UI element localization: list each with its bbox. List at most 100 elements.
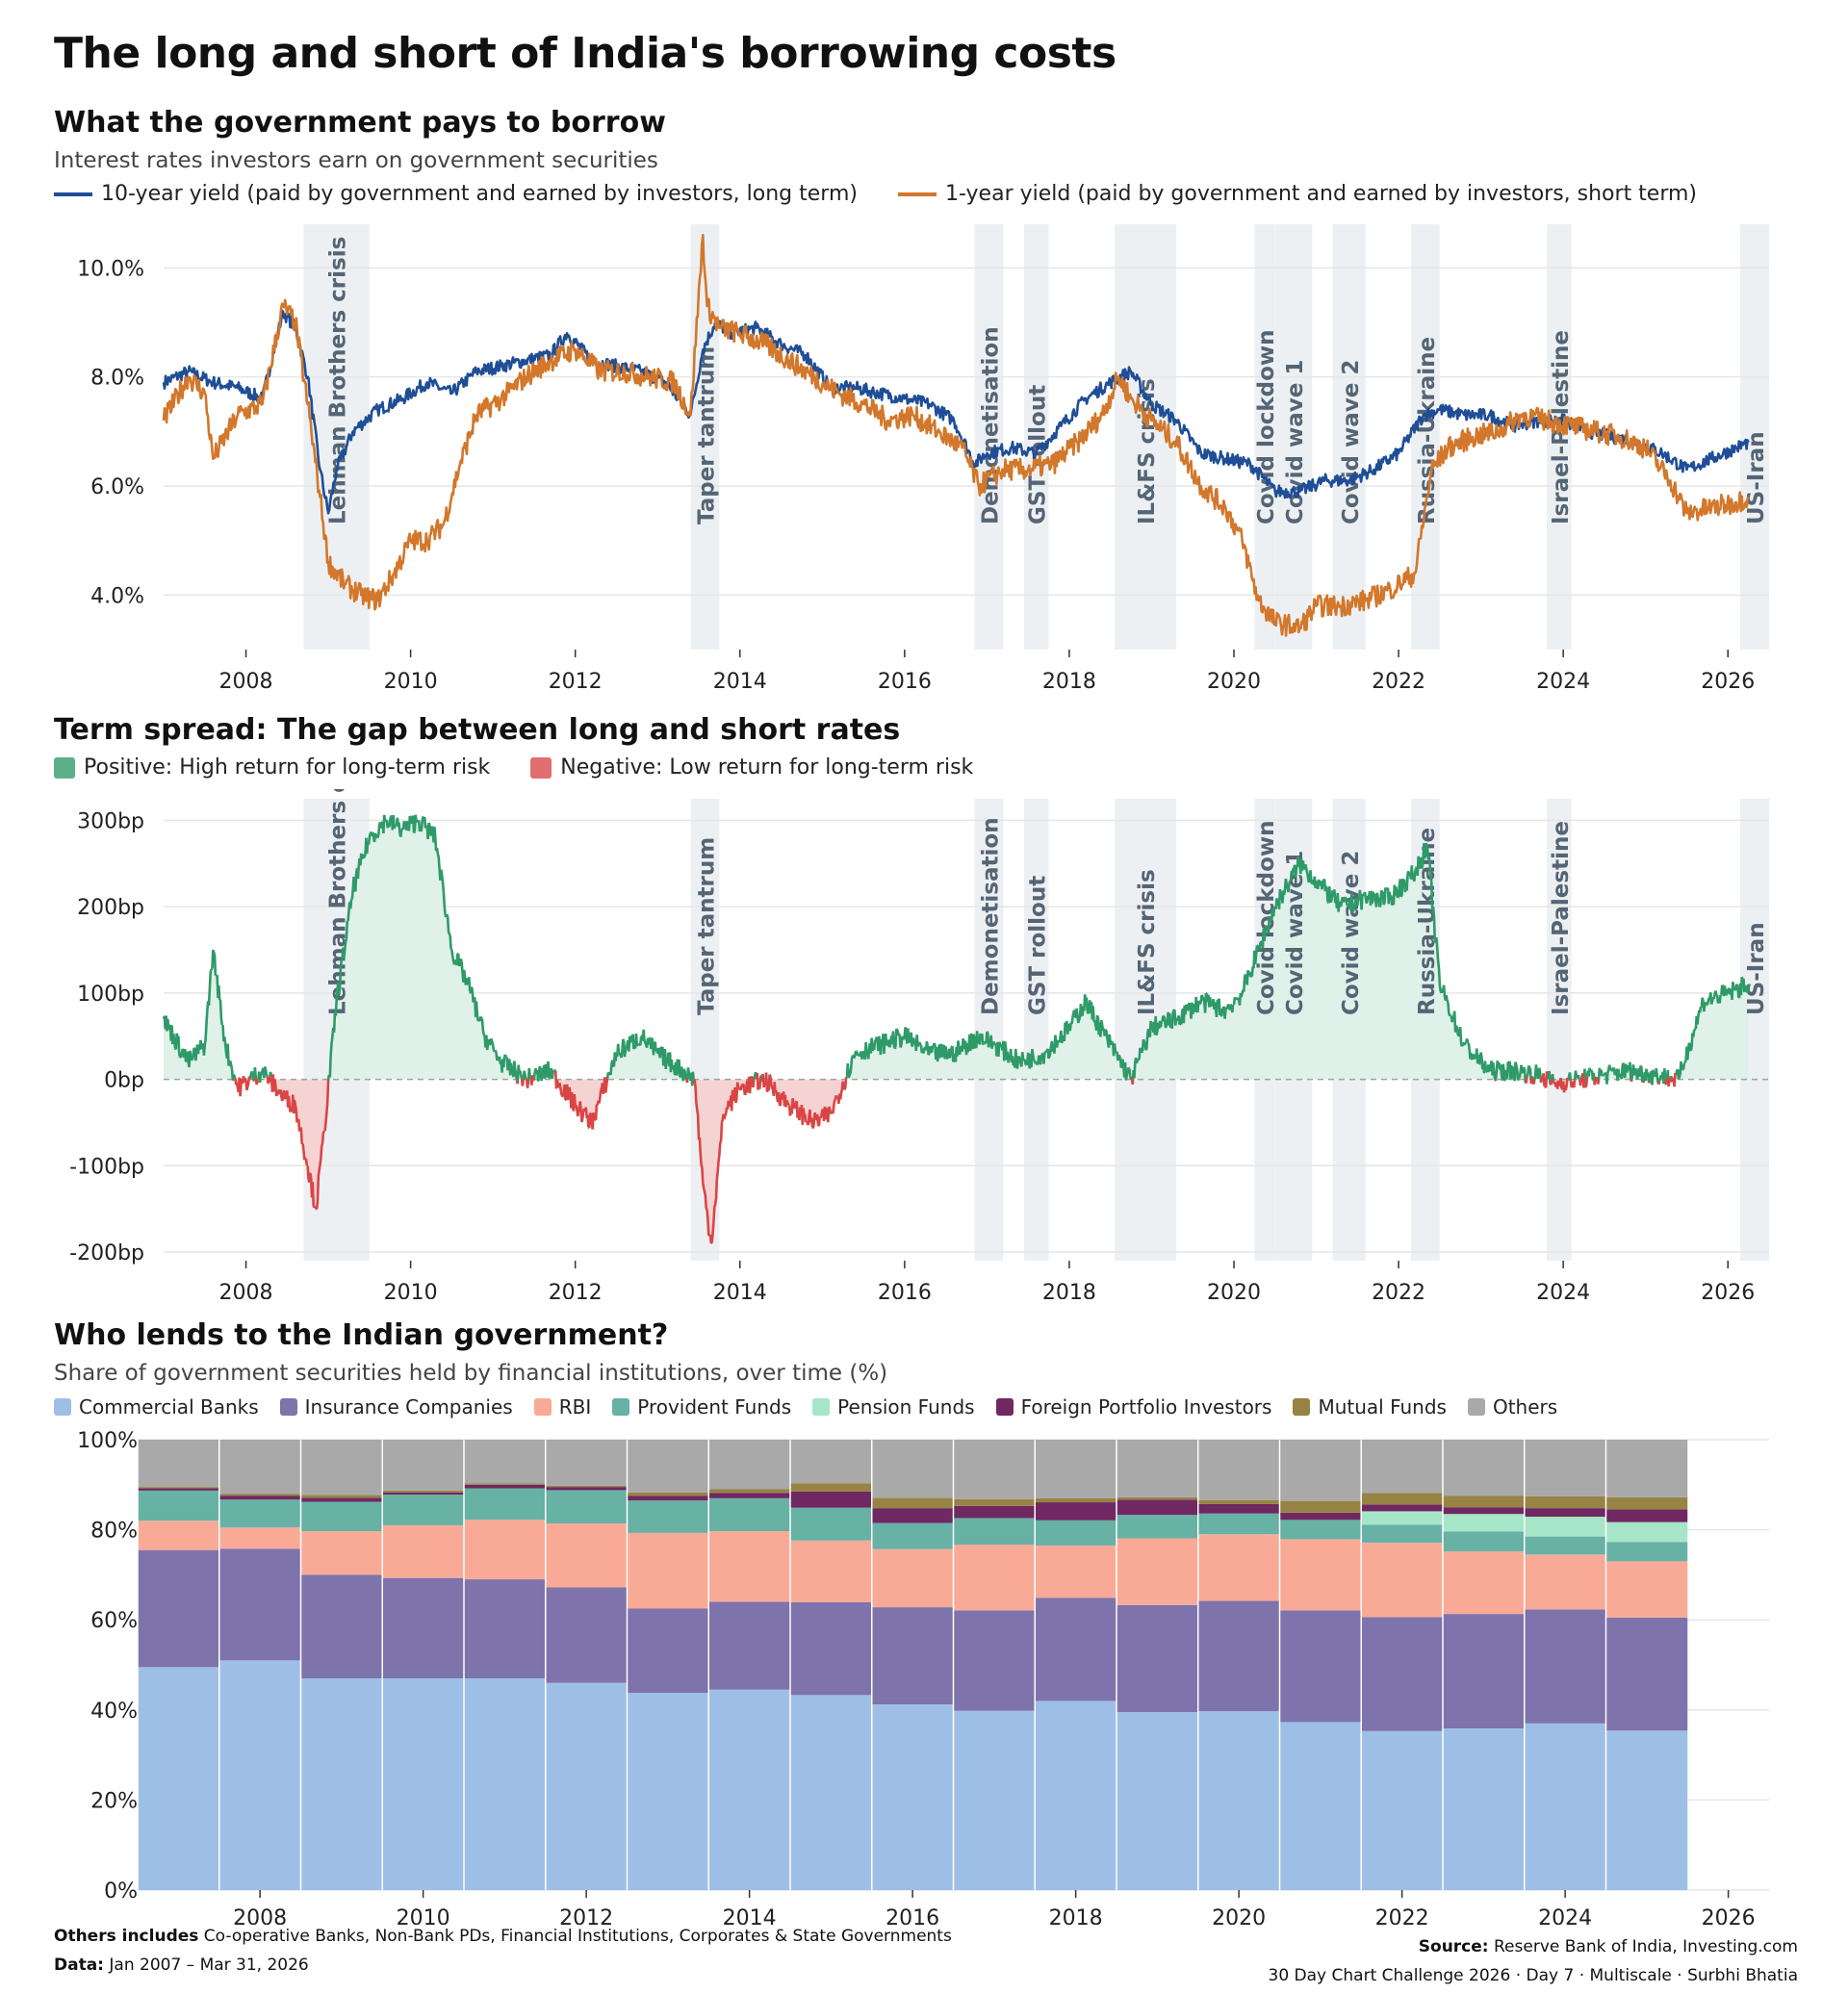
- bar-segment-rbi: [382, 1524, 464, 1578]
- bar-segment-foreign-portfolio-investors: [1116, 1499, 1198, 1516]
- legend-label-others: Others: [1492, 1395, 1558, 1419]
- bar-segment-rbi: [1279, 1539, 1362, 1611]
- event-label-covid-wave-1: Covid wave 1: [1283, 851, 1308, 1015]
- bar-segment-insurance-companies: [382, 1577, 464, 1679]
- event-label-il-fs-crisis: IL&FS crisis: [1135, 869, 1160, 1015]
- bar-segment-foreign-portfolio-investors: [1361, 1504, 1443, 1512]
- event-band-israel-palestine: [1547, 224, 1572, 650]
- bar-segment-foreign-portfolio-investors: [138, 1488, 219, 1491]
- x-tick-label: 2016: [886, 1906, 939, 1925]
- y-tick-label: 100bp: [77, 983, 144, 1007]
- x-tick-label: 2012: [559, 1906, 613, 1925]
- legend-label-mutual-funds: Mutual Funds: [1318, 1395, 1447, 1419]
- bar-segment-others: [382, 1440, 464, 1491]
- panel3-heading: Who lends to the Indian government?: [54, 1318, 669, 1352]
- legend-label-rbi: RBI: [558, 1395, 592, 1419]
- bar-segment-insurance-companies: [627, 1608, 709, 1694]
- panel1-subtitle: Interest rates investors earn on governm…: [54, 148, 658, 173]
- bar-segment-provident-funds: [953, 1518, 1036, 1546]
- bar-segment-provident-funds: [1443, 1531, 1525, 1552]
- event-band-covid-wave-1: [1274, 224, 1313, 650]
- credit-note: 30 Day Chart Challenge 2026 · Day 7 · Mu…: [1268, 1966, 1798, 1985]
- bar-segment-insurance-companies: [464, 1579, 546, 1679]
- bar-segment-insurance-companies: [138, 1549, 219, 1668]
- bar-segment-mutual-funds: [953, 1498, 1036, 1506]
- bar-segment-rbi: [218, 1527, 301, 1549]
- x-tick-label: 2018: [1042, 670, 1096, 694]
- event-band-covid-lockdown: [1254, 224, 1275, 650]
- event-label-lehman-brothers-crisis: Lehman Brothers crisis: [326, 237, 351, 524]
- source-text: Reserve Bank of India, Investing.com: [1494, 1937, 1798, 1956]
- legend-label-insurance-companies: Insurance Companies: [304, 1395, 513, 1419]
- y-tick-label: 0%: [104, 1879, 138, 1904]
- legend-box-negative-icon: [530, 756, 552, 779]
- y-tick-label: 20%: [90, 1789, 138, 1813]
- bar-segment-foreign-portfolio-investors: [627, 1496, 709, 1501]
- bar-segment-pension-funds: [1605, 1521, 1688, 1543]
- x-tick-label: 2014: [713, 670, 767, 694]
- legend-line-10y-icon: [54, 192, 92, 196]
- event-band-gst-rollout: [1023, 224, 1049, 650]
- bar-segment-others: [790, 1440, 872, 1484]
- bar-segment-commercial-banks: [218, 1660, 301, 1890]
- bar-segment-provident-funds: [545, 1490, 628, 1524]
- event-label-covid-wave-2: Covid wave 2: [1339, 851, 1364, 1015]
- x-tick-label: 2008: [233, 1906, 287, 1925]
- x-tick-label: 2008: [219, 1281, 273, 1299]
- bar-segment-rbi: [790, 1540, 872, 1602]
- bar-segment-others: [138, 1440, 219, 1488]
- bar-segment-rbi: [1035, 1545, 1116, 1598]
- bar-segment-rbi: [138, 1521, 219, 1550]
- bar-segment-mutual-funds: [1605, 1496, 1688, 1510]
- bar-segment-commercial-banks: [708, 1689, 790, 1890]
- bar-segment-rbi: [1443, 1551, 1525, 1615]
- holdings-chart: 0% 20% 40% 60% 80% 100% 2008 2010 2012 2014 2016 20…: [77, 1429, 1769, 1925]
- event-band-russia-ukraine: [1410, 224, 1440, 650]
- bar-segment-others: [1605, 1440, 1688, 1497]
- y-tick-label: 0bp: [104, 1069, 144, 1093]
- legend-line-1y-icon: [897, 192, 937, 196]
- bar-segment-others: [218, 1440, 301, 1495]
- x-tick-label: 2026: [1701, 1281, 1755, 1299]
- legend-item-rbi: RBI: [533, 1395, 592, 1419]
- bar-segment-rbi: [300, 1531, 383, 1575]
- x-tick-label: 2026: [1702, 1906, 1756, 1925]
- legend-swatch-foreign-portfolio-investors-icon: [995, 1398, 1014, 1416]
- bar-segment-rbi: [545, 1523, 628, 1588]
- event-label-us-iran: US-Iran: [1744, 431, 1769, 524]
- series-line-10y: [162, 309, 1750, 515]
- event-band-israel-palestine: [1547, 799, 1572, 1261]
- legend-item-10y: 10-year yield (paid by government and ea…: [54, 182, 858, 206]
- legend-item-foreign-portfolio-investors: Foreign Portfolio Investors: [995, 1395, 1271, 1419]
- bar-segment-mutual-funds: [1035, 1497, 1116, 1503]
- bar-segment-commercial-banks: [1443, 1727, 1525, 1890]
- bar-segment-commercial-banks: [1116, 1712, 1198, 1890]
- x-tick-label: 2024: [1538, 1906, 1592, 1925]
- event-band-taper-tantrum: [690, 224, 720, 650]
- bar-segment-others: [1116, 1440, 1198, 1497]
- bar-segment-rbi: [627, 1532, 709, 1609]
- bar-segment-insurance-companies: [708, 1601, 790, 1690]
- bar-segment-mutual-funds: [790, 1483, 872, 1492]
- bar-segment-others: [1443, 1440, 1525, 1496]
- bar-segment-mutual-funds: [1524, 1496, 1606, 1509]
- panel3-subtitle: Share of government securities held by f…: [54, 1361, 888, 1386]
- event-label-us-iran: US-Iran: [1744, 922, 1769, 1015]
- bar-segment-provident-funds: [708, 1497, 790, 1532]
- bar-segment-mutual-funds: [708, 1489, 790, 1494]
- y-tick-label: 4.0%: [90, 584, 144, 608]
- bar-segment-provident-funds: [1116, 1515, 1198, 1539]
- spread-line-negative: [234, 1070, 1677, 1244]
- bar-segment-insurance-companies: [1116, 1604, 1198, 1713]
- y-tick-label: 200bp: [77, 896, 144, 920]
- x-tick-label: 2016: [878, 670, 932, 694]
- data-range-bold: Data:: [54, 1956, 104, 1975]
- x-tick-label: 2018: [1042, 1281, 1096, 1299]
- bar-segment-others: [708, 1440, 790, 1490]
- x-tick-label: 2008: [219, 670, 273, 694]
- bar-segment-rbi: [871, 1548, 954, 1608]
- legend-label-positive: Positive: High return for long-term risk: [84, 755, 491, 780]
- legend-swatch-insurance-companies-icon: [279, 1398, 297, 1416]
- source-note: Source: Reserve Bank of India, Investing…: [1419, 1937, 1798, 1956]
- bar-segment-commercial-banks: [953, 1710, 1036, 1890]
